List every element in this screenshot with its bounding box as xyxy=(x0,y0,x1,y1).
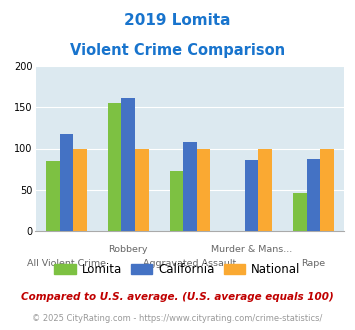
Text: 2019 Lomita: 2019 Lomita xyxy=(124,13,231,28)
Text: Robbery: Robbery xyxy=(108,245,148,254)
Bar xyxy=(73,148,87,231)
Text: Rape: Rape xyxy=(301,259,326,268)
Text: Aggravated Assault: Aggravated Assault xyxy=(143,259,236,268)
Text: Violent Crime Comparison: Violent Crime Comparison xyxy=(70,43,285,58)
Bar xyxy=(245,160,258,231)
Bar xyxy=(258,148,272,231)
Bar xyxy=(108,103,121,231)
Bar xyxy=(307,159,320,231)
Text: Compared to U.S. average. (U.S. average equals 100): Compared to U.S. average. (U.S. average … xyxy=(21,292,334,302)
Bar xyxy=(197,148,210,231)
Bar xyxy=(183,142,197,231)
Text: All Violent Crime: All Violent Crime xyxy=(27,259,106,268)
Bar xyxy=(320,148,334,231)
Bar xyxy=(46,161,60,231)
Text: Murder & Mans...: Murder & Mans... xyxy=(211,245,292,254)
Bar xyxy=(135,148,148,231)
Bar xyxy=(293,193,307,231)
Bar xyxy=(170,171,183,231)
Text: © 2025 CityRating.com - https://www.cityrating.com/crime-statistics/: © 2025 CityRating.com - https://www.city… xyxy=(32,314,323,323)
Legend: Lomita, California, National: Lomita, California, National xyxy=(50,258,305,281)
Bar xyxy=(121,98,135,231)
Bar xyxy=(60,135,73,231)
